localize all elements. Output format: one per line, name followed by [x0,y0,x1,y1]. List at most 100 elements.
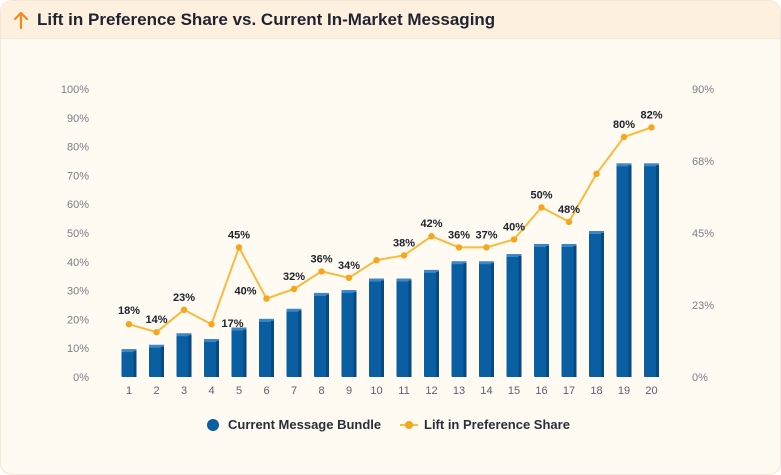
x-tick-label: 19 [618,385,630,397]
legend-bar-swatch [207,418,219,431]
x-tick-label: 11 [398,385,409,397]
y-left-tick-label: 50% [67,228,89,240]
data-label: 82% [640,109,662,121]
line-series [128,126,652,334]
chart-title: Lift in Preference Share vs. Current In-… [37,10,496,29]
legend-item-bundle[interactable]: Current Message Bundle [207,417,381,432]
bar [424,271,439,377]
bar [369,280,384,377]
bar-cap [506,254,522,258]
bar [231,329,247,377]
bar-shade [463,263,467,377]
data-label: 38% [393,237,415,249]
bar [479,263,494,377]
bar-shade [518,256,522,377]
card-header: Lift in Preference Share vs. Current In-… [1,1,780,39]
line-point [538,204,545,211]
data-label: 37% [475,229,497,241]
bar [121,351,137,377]
bar-shade [161,346,164,377]
bar [204,341,219,377]
bar-cap [176,333,192,337]
data-label: 80% [613,119,635,131]
bar [314,294,329,377]
line-point [593,170,600,177]
y-right-tick-label: 68% [692,156,714,168]
x-tick-label: 2 [153,385,159,397]
data-label: 40% [503,221,525,233]
bar-cap [616,163,632,167]
bar [616,165,632,377]
y-left-tick-label: 10% [67,343,89,355]
legend-line-label: Lift in Preference Share [424,417,570,432]
bar-shade [381,280,384,377]
y-left-tick-label: 60% [67,199,89,211]
line-point [510,236,518,243]
line-point [290,285,298,293]
data-label: 50% [530,189,552,201]
bar-shade [601,233,604,377]
bar-shade [628,165,632,377]
x-tick-label: 1 [126,385,132,397]
bar-cap [534,243,549,247]
data-label: 36% [310,253,332,265]
data-label: 17% [221,318,243,330]
line-point [565,218,573,225]
y-left-tick-label: 80% [67,142,89,154]
y-left-tick-label: 0% [73,372,89,384]
bar-shade [353,292,357,377]
legend-item-lift[interactable]: Lift in Preference Share [400,417,570,432]
x-tick-label: 16 [535,385,547,397]
y-right-tick-label: 45% [692,228,714,240]
line-point [455,244,463,251]
bar-cap [589,231,604,234]
bar-cap [204,339,219,342]
bar [561,245,577,377]
data-label: 23% [173,292,195,304]
bar [286,310,302,377]
y-right-tick-label: 90% [692,84,714,96]
line-point [648,124,655,131]
bar-cap [479,261,494,265]
bar [149,346,164,377]
arrow-up-icon [13,11,29,30]
bar-shade [326,294,329,377]
x-tick-label: 17 [563,385,575,397]
line-point [263,295,270,302]
line-point [125,321,133,328]
y-left-tick-label: 30% [67,286,89,298]
bar-shade [188,335,192,377]
bar [396,280,412,377]
data-label: 40% [234,286,256,298]
bar-shade [491,263,494,377]
y-right-tick-label: 0% [692,372,708,384]
data-label: 36% [448,229,470,241]
bar [506,256,522,377]
bar-cap [369,278,384,282]
bar [534,245,549,377]
bar-shade [546,245,549,377]
line-point [428,233,435,240]
bar-shade [656,165,659,377]
x-tick-label: 3 [181,385,187,397]
bar-shade [133,351,137,377]
bar-shade [216,341,219,377]
x-tick-label: 12 [425,385,437,397]
bar-cap [121,349,137,353]
bar [259,320,274,377]
bar-cap [424,269,439,273]
x-tick-label: 8 [318,385,324,397]
x-tick-label: 4 [208,385,214,397]
y-left-tick-label: 100% [61,84,89,96]
line-point [345,274,353,281]
line-point [620,133,628,141]
line-point [400,252,408,259]
data-label: 45% [228,229,250,241]
line-point [373,257,380,264]
y-left-tick-label: 40% [67,257,89,269]
data-label: 34% [338,260,360,272]
line-point [235,244,243,251]
bar-shade [298,310,302,377]
x-tick-label: 10 [370,385,382,397]
